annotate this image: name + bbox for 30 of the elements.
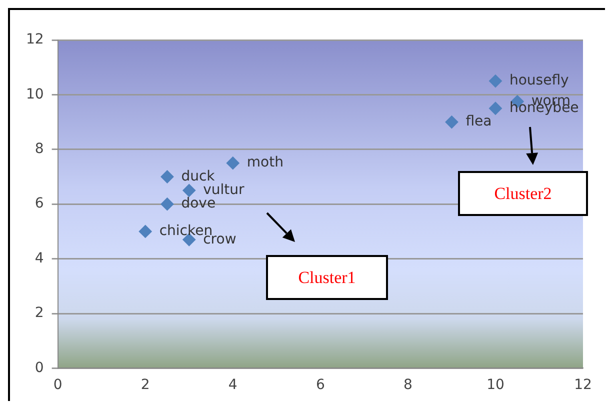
point <box>138 224 152 238</box>
annotation: dove <box>181 196 216 212</box>
x-tick-label: 6 <box>316 377 325 394</box>
x-tick-label: 12 <box>574 377 592 394</box>
point <box>182 184 196 197</box>
point <box>160 170 174 184</box>
y-tick-label: 2 <box>34 305 44 322</box>
note-box: Cluster1 <box>266 255 388 300</box>
annotation: flea <box>466 114 492 130</box>
x-tick-label: 10 <box>486 377 504 394</box>
point <box>445 116 458 129</box>
y-tick-label: 8 <box>34 141 44 158</box>
y-tick-label: 4 <box>34 250 44 266</box>
annotation: duck <box>181 168 216 184</box>
note-box: Cluster2 <box>458 171 588 216</box>
point <box>488 102 502 115</box>
annotation: moth <box>246 154 284 171</box>
y-tick-label: 10 <box>26 86 44 102</box>
annotation: vultur <box>203 182 245 198</box>
point <box>226 156 240 170</box>
x-tick-label: 0 <box>53 377 62 394</box>
y-tick-label: 0 <box>34 360 44 376</box>
annotation: housefly <box>509 72 569 89</box>
x-tick-label: 8 <box>403 377 412 394</box>
point <box>488 74 502 88</box>
point <box>160 198 174 211</box>
y-tick-label: 6 <box>34 196 44 212</box>
x-tick-label: 2 <box>140 377 150 394</box>
y-tick-label: 12 <box>26 32 44 48</box>
x-tick-label: 4 <box>228 377 238 394</box>
